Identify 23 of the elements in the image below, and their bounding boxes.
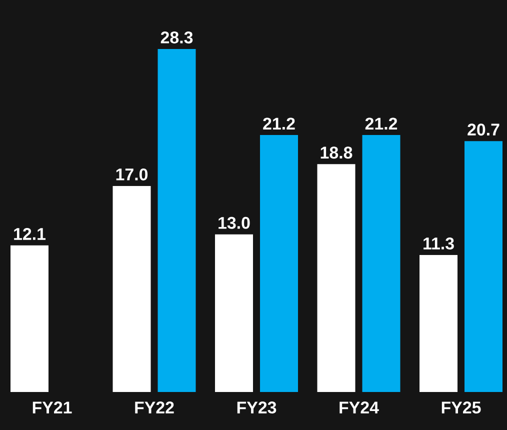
data-label: 13.0 [218, 216, 250, 229]
x-tick-label: FY25 [442, 402, 481, 414]
x-tick-label: FY22 [135, 402, 174, 414]
bar [112, 186, 151, 392]
bar [317, 164, 356, 392]
data-label: 12.1 [14, 228, 46, 240]
bar [158, 48, 196, 392]
bar [215, 234, 254, 392]
bar [10, 245, 49, 392]
bar [464, 141, 503, 392]
data-label: 18.8 [320, 146, 352, 159]
bar [362, 135, 400, 392]
bar [260, 135, 298, 392]
bar [420, 255, 458, 392]
data-label: 28.3 [160, 31, 193, 44]
data-label: 11.3 [424, 238, 454, 250]
data-label: 21.2 [263, 118, 295, 130]
x-tick-label: FY24 [340, 402, 379, 414]
x-tick-label: FY21 [32, 402, 72, 414]
data-label: 20.7 [468, 124, 500, 136]
x-tick-label: FY23 [237, 402, 276, 414]
data-label: 17.0 [116, 168, 148, 180]
data-label: 21.2 [365, 118, 398, 130]
